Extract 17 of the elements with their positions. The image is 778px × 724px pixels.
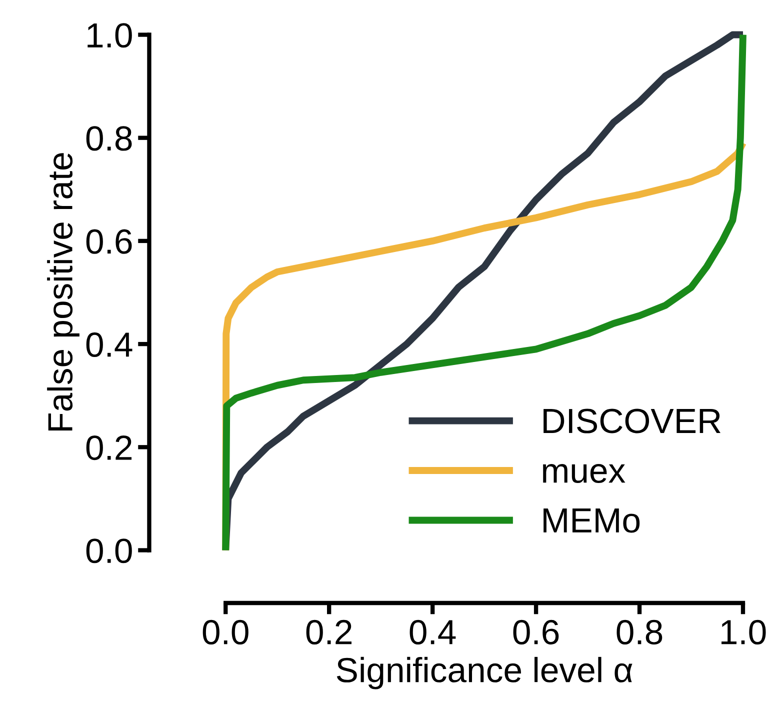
legend-label: DISCOVER: [544, 408, 720, 434]
x-tick-label: 0.0: [202, 620, 248, 644]
legend-label: MEMo: [544, 508, 640, 533]
x-tick-label: 1.0: [722, 620, 766, 644]
x-axis-title: Significance level α: [336, 656, 632, 690]
x-tick-label: 0.6: [513, 620, 559, 644]
x-tick-label: 0.4: [410, 620, 456, 644]
y-axis-title: False positive rate: [47, 153, 80, 431]
x-tick-label: 0.2: [306, 620, 352, 644]
y-tick-label: 0.6: [86, 229, 132, 254]
y-tick-label: 1.0: [88, 23, 132, 48]
y-tick-label: 0.4: [86, 332, 132, 357]
x-tick-label: 0.8: [616, 620, 662, 644]
y-tick-label: 0.8: [86, 126, 132, 151]
y-tick-label: 0.0: [86, 538, 132, 564]
y-tick-label: 0.2: [86, 435, 132, 460]
legend-label: muex: [543, 464, 626, 484]
